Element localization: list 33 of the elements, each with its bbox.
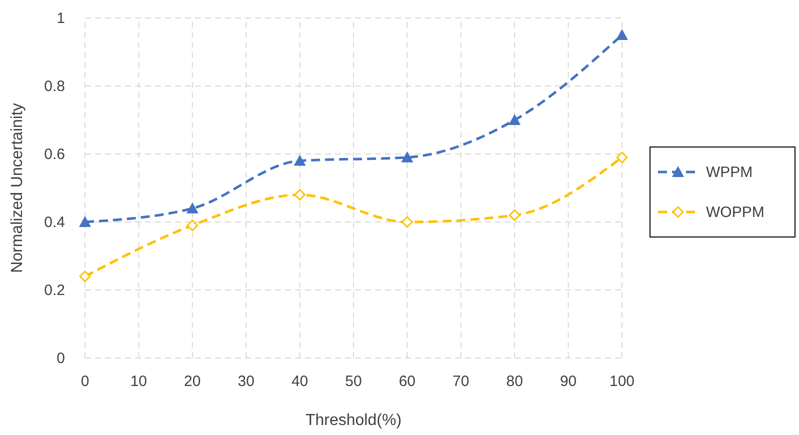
y-tick-label: 0.2 (44, 282, 65, 299)
y-tick-label: 0 (56, 350, 65, 367)
x-tick-label: 100 (609, 373, 635, 390)
point (616, 152, 628, 164)
x-tick-label: 20 (184, 373, 201, 390)
y-tick-label: 0.4 (44, 214, 65, 231)
point (186, 220, 198, 232)
x-tick-label: 30 (238, 373, 254, 390)
y-tick-label: 1 (56, 10, 65, 27)
legend-label: WOPPM (706, 204, 764, 221)
point (508, 209, 520, 221)
y-tick-label: 0.8 (44, 78, 65, 95)
x-tick-label: 40 (291, 373, 308, 390)
point (401, 216, 413, 228)
point (401, 151, 414, 162)
legend-label: WPPM (706, 164, 753, 181)
y-axis-title: Normalized Uncertainity (9, 103, 26, 273)
point (294, 189, 306, 201)
point (79, 270, 91, 282)
point (616, 29, 628, 40)
x-tick-label: 80 (506, 373, 523, 390)
x-axis-title: Threshold(%) (305, 412, 402, 429)
point (508, 114, 521, 125)
point (294, 154, 306, 166)
x-tick-label: 0 (80, 373, 90, 390)
point (186, 202, 198, 214)
y-tick-label: 0.6 (44, 146, 65, 163)
x-tick-label: 70 (452, 373, 470, 390)
x-tick-label: 90 (560, 373, 577, 390)
point (79, 216, 91, 227)
x-tick-label: 10 (130, 373, 148, 390)
x-tick-label: 60 (398, 373, 416, 390)
x-tick-label: 50 (345, 373, 362, 390)
